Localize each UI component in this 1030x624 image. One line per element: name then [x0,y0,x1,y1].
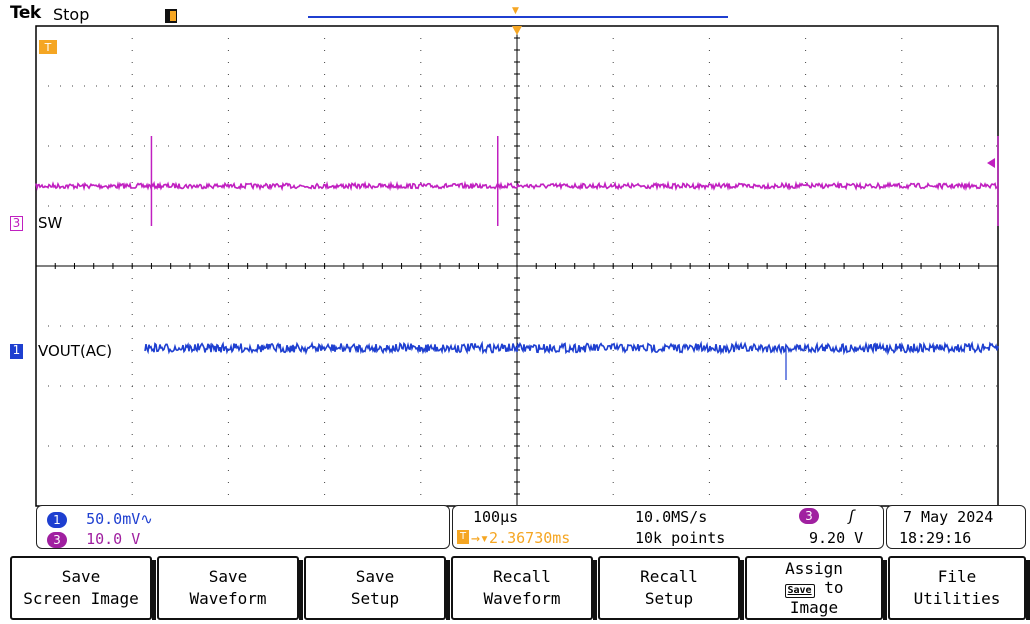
ch3-waveform-label: SW [38,214,63,232]
save-waveform-button[interactable]: Save Waveform [157,556,303,620]
time-value: 18:29:16 [899,529,972,547]
vout-trace [144,340,999,356]
timebase-trigger-readout[interactable]: 100µs 10.0MS/s T →▾2.36730ms 10k points … [452,505,884,549]
ch1-badge: 1 [47,512,67,528]
button-label-line2: Utilities [913,589,1001,608]
recall-setup-button[interactable]: Recall Setup [598,556,744,620]
waveform-display[interactable]: T [0,0,1030,520]
trigger-time-marker-icon [512,26,522,35]
sw-waveform [35,136,999,226]
assign-save-to-image-button[interactable]: Assign Save to Image [745,556,887,620]
button-label-line2: Waveform [189,589,267,608]
button-label-line2: Setup [350,589,400,608]
trigger-source-badge: 3 [799,508,819,524]
sample-rate-value: 10.0MS/s [635,508,708,526]
button-label-line2: Save to [784,578,844,598]
time-scale-value: 100µs [473,508,519,526]
button-label-line1: Assign [785,559,843,578]
ch3-scale-row: 3 10.0 V [47,529,140,548]
button-label-line1: Recall [493,567,551,586]
record-trigger-caret-icon: ▼ [512,6,519,16]
horizontal-position-value: →▾2.36730ms [471,529,571,547]
button-label-line2: Setup [644,589,694,608]
button-label-line1: Save [61,567,101,586]
date-value: 7 May 2024 [903,508,994,526]
rising-edge-icon: ʃ [849,507,855,525]
record-length-value: 10k points [635,529,726,547]
sw-trace [35,180,999,192]
ch1-waveform-label: VOUT(AC) [38,342,113,360]
trigger-level-marker-icon [987,158,995,168]
graticule [35,25,999,507]
button-label-line2: Screen Image [23,589,139,608]
record-view-bar [308,16,728,18]
recall-waveform-button[interactable]: Recall Waveform [451,556,597,620]
brand-logo: Tek [10,3,41,23]
button-label-line1: Save [355,567,395,586]
trigger-origin-icon [39,40,57,54]
vout-waveform [144,340,999,380]
acquisition-state: Stop [53,5,90,24]
trigger-position-icon [165,9,177,23]
save-screen-image-button[interactable]: Save Screen Image [10,556,156,620]
channel1-marker-icon[interactable]: 1 [10,344,23,359]
button-label-line1: Save [208,567,248,586]
ch1-scale-value: 50.0mV∿ [86,510,153,528]
button-label-line2: Waveform [483,589,561,608]
ch1-scale-row: 1 50.0mV∿ [47,509,153,528]
ch3-badge: 3 [47,532,67,548]
button-label-to: to [824,578,844,597]
trigger-level-value: 9.20 V [809,529,864,547]
channel-scale-readout[interactable]: 1 50.0mV∿ 3 10.0 V [36,505,450,549]
save-setup-button[interactable]: Save Setup [304,556,450,620]
button-label-line1: Recall [640,567,698,586]
button-label-line1: File [937,567,977,586]
button-label-line3: Image [789,598,839,617]
trigger-origin-label: T [44,41,52,54]
ch3-scale-value: 10.0 V [86,530,141,548]
datetime-readout: 7 May 2024 18:29:16 [886,505,1026,549]
horizontal-position-icon: T [457,530,469,544]
channel3-marker-icon[interactable]: 3 [10,216,23,231]
save-key-icon: Save [784,584,815,598]
file-utilities-button[interactable]: File Utilities [888,556,1030,620]
